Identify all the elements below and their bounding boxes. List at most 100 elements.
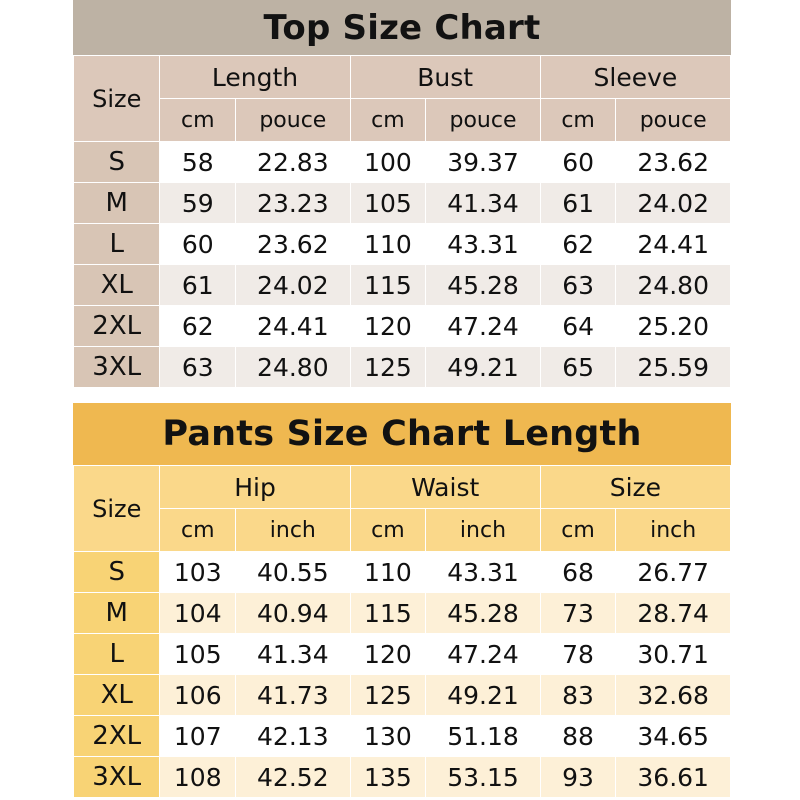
top-table-body: S 58 22.83 100 39.37 60 23.62 M 59 23.23… (72, 141, 731, 388)
pants-size-chart: Pants Size Chart Length Size Hip Waist S… (72, 403, 732, 798)
cell-bust-cm: 100 (349, 141, 427, 183)
row-size-label: 2XL (72, 305, 161, 347)
cell-length-pouce: 23.62 (235, 223, 351, 265)
cell-size-cm: 73 (539, 592, 617, 634)
table-row: M 104 40.94 115 45.28 73 28.74 (72, 592, 731, 634)
cell-waist-inch: 49.21 (425, 674, 541, 716)
pants-table-head: Size Hip Waist Size cm inch cm inch cm i… (72, 465, 732, 552)
cell-sleeve-cm: 64 (539, 305, 617, 347)
cell-waist-cm: 135 (349, 756, 427, 798)
cell-length-cm: 61 (159, 264, 237, 306)
cell-sleeve-cm: 63 (539, 264, 617, 306)
cell-sleeve-pouce: 25.20 (615, 305, 731, 347)
row-size-label: L (72, 223, 161, 265)
cell-size-cm: 78 (539, 633, 617, 675)
pants-header-unit-hip-cm: cm (159, 508, 237, 552)
table-row: XL 61 24.02 115 45.28 63 24.80 (72, 264, 731, 306)
cell-hip-inch: 41.73 (235, 674, 351, 716)
cell-sleeve-pouce: 24.80 (615, 264, 731, 306)
top-header-unit-bust-cm: cm (349, 98, 427, 142)
row-size-label: XL (72, 674, 161, 716)
cell-size-inch: 30.71 (615, 633, 731, 675)
cell-waist-cm: 110 (349, 551, 427, 593)
cell-bust-cm: 110 (349, 223, 427, 265)
table-row: 2XL 107 42.13 130 51.18 88 34.65 (72, 715, 731, 757)
pants-header-unit-size-cm: cm (539, 508, 617, 552)
row-size-label: 3XL (72, 346, 161, 388)
cell-waist-inch: 43.31 (425, 551, 541, 593)
cell-sleeve-pouce: 24.41 (615, 223, 731, 265)
cell-waist-cm: 125 (349, 674, 427, 716)
cell-hip-inch: 40.55 (235, 551, 351, 593)
cell-bust-cm: 115 (349, 264, 427, 306)
top-header-group-bust: Bust (349, 55, 541, 99)
cell-size-inch: 34.65 (615, 715, 731, 757)
cell-waist-inch: 53.15 (425, 756, 541, 798)
row-size-label: S (72, 141, 161, 183)
cell-length-cm: 63 (159, 346, 237, 388)
cell-sleeve-pouce: 25.59 (615, 346, 731, 388)
pants-header-unit-hip-inch: inch (235, 508, 351, 552)
cell-sleeve-pouce: 23.62 (615, 141, 731, 183)
cell-waist-cm: 130 (349, 715, 427, 757)
cell-bust-cm: 105 (349, 182, 427, 224)
cell-size-cm: 93 (539, 756, 617, 798)
cell-size-cm: 68 (539, 551, 617, 593)
cell-bust-pouce: 47.24 (425, 305, 541, 347)
cell-hip-cm: 105 (159, 633, 237, 675)
cell-bust-cm: 120 (349, 305, 427, 347)
pants-header-group-size: Size (539, 465, 732, 509)
pants-header-group-waist: Waist (349, 465, 541, 509)
cell-length-cm: 60 (159, 223, 237, 265)
cell-waist-inch: 47.24 (425, 633, 541, 675)
table-row: S 103 40.55 110 43.31 68 26.77 (72, 551, 731, 593)
pants-header-unit-size-inch: inch (615, 508, 731, 552)
table-row: 3XL 108 42.52 135 53.15 93 36.61 (72, 756, 731, 798)
cell-size-inch: 36.61 (615, 756, 731, 798)
pants-header-unit-waist-cm: cm (349, 508, 427, 552)
pants-table-body: S 103 40.55 110 43.31 68 26.77 M 104 40.… (72, 551, 731, 798)
cell-sleeve-cm: 60 (539, 141, 617, 183)
cell-size-cm: 83 (539, 674, 617, 716)
cell-bust-cm: 125 (349, 346, 427, 388)
pants-chart-title: Pants Size Chart Length (162, 413, 642, 454)
row-size-label: XL (72, 264, 161, 306)
table-row: 3XL 63 24.80 125 49.21 65 25.59 (72, 346, 731, 388)
table-row: M 59 23.23 105 41.34 61 24.02 (72, 182, 731, 224)
cell-bust-pouce: 39.37 (425, 141, 541, 183)
cell-length-pouce: 24.41 (235, 305, 351, 347)
cell-hip-cm: 104 (159, 592, 237, 634)
cell-bust-pouce: 45.28 (425, 264, 541, 306)
cell-sleeve-pouce: 24.02 (615, 182, 731, 224)
cell-length-cm: 58 (159, 141, 237, 183)
table-row: S 58 22.83 100 39.37 60 23.62 (72, 141, 731, 183)
pants-header-group-hip: Hip (159, 465, 351, 509)
cell-bust-pouce: 49.21 (425, 346, 541, 388)
pants-header-unit-row: cm inch cm inch cm inch (74, 508, 731, 552)
top-table-head: Size Length Bust Sleeve cm pouce cm pouc… (72, 55, 732, 142)
top-header-unit-sleeve-cm: cm (539, 98, 617, 142)
table-row: L 60 23.62 110 43.31 62 24.41 (72, 223, 731, 265)
cell-hip-cm: 107 (159, 715, 237, 757)
row-size-label: S (72, 551, 161, 593)
cell-waist-cm: 115 (349, 592, 427, 634)
top-header-group-row: Size Length Bust Sleeve (72, 55, 732, 142)
pants-size-table: Size Hip Waist Size cm inch cm inch cm i… (72, 465, 732, 798)
cell-length-pouce: 24.80 (235, 346, 351, 388)
cell-hip-cm: 108 (159, 756, 237, 798)
top-chart-title: Top Size Chart (263, 7, 541, 48)
cell-bust-pouce: 43.31 (425, 223, 541, 265)
top-header-group-length: Length (159, 55, 351, 99)
cell-length-pouce: 24.02 (235, 264, 351, 306)
row-size-label: M (72, 182, 161, 224)
cell-length-cm: 62 (159, 305, 237, 347)
row-size-label: 3XL (72, 756, 161, 798)
cell-length-pouce: 22.83 (235, 141, 351, 183)
row-size-label: M (72, 592, 161, 634)
top-header-group-sleeve: Sleeve (539, 55, 732, 99)
row-size-label: 2XL (72, 715, 161, 757)
cell-size-cm: 88 (539, 715, 617, 757)
top-header-unit-length-cm: cm (159, 98, 237, 142)
top-header-size: Size (72, 55, 161, 142)
